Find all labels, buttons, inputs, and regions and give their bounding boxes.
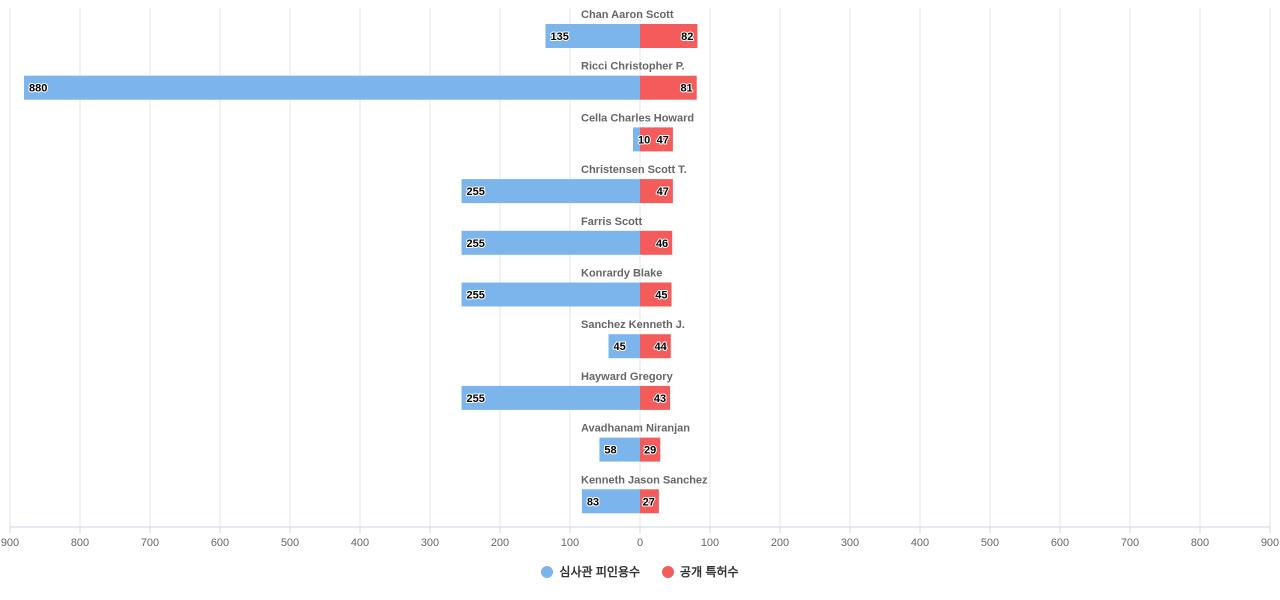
- bar-patents: [640, 230, 673, 255]
- bar-citations: [608, 334, 640, 359]
- x-tick-label: 800: [1191, 537, 1209, 549]
- x-tick-label: 300: [421, 537, 439, 549]
- category-label: Ricci Christopher P.: [581, 61, 685, 73]
- data-label-patents: 45: [655, 290, 667, 302]
- legend-label-patents: 공개 특허수: [680, 565, 739, 579]
- bar-patents: [640, 75, 697, 100]
- data-label-patents: 47: [657, 134, 669, 146]
- data-label-patents: 47: [657, 186, 669, 198]
- data-label-citations: 83: [587, 496, 599, 508]
- category-label: Farris Scott: [581, 216, 642, 228]
- legend: 심사관 피인용수 공개 특허수: [0, 563, 1280, 580]
- legend-label-citations: 심사관 피인용수: [559, 565, 641, 579]
- legend-item-citations[interactable]: 심사관 피인용수: [541, 563, 640, 580]
- bar-citations: [461, 385, 640, 410]
- bar-patents: [640, 385, 671, 410]
- category-label: Kenneth Jason Sanchez: [581, 474, 708, 486]
- x-tick-label: 0: [637, 537, 643, 549]
- legend-marker-patents: [662, 565, 675, 578]
- bars: [24, 24, 698, 514]
- data-label-citations: 135: [551, 31, 569, 43]
- data-label-patents: 82: [681, 31, 693, 43]
- x-tick-label: 900: [1, 537, 19, 549]
- data-label-citations: 10: [638, 134, 650, 146]
- x-tick-label: 200: [491, 537, 509, 549]
- category-label: Christensen Scott T.: [581, 164, 687, 176]
- x-tick-label: 600: [211, 537, 229, 549]
- category-label: Hayward Gregory: [581, 371, 674, 383]
- category-label: Cella Charles Howard: [581, 112, 694, 124]
- data-label-citations: 255: [467, 393, 485, 405]
- data-label-citations: 255: [467, 290, 485, 302]
- labels: Chan Aaron Scott 135 82 Ricci Christopher P…: [28, 9, 708, 509]
- data-label-citations: 880: [29, 83, 47, 95]
- data-label-patents: 29: [644, 445, 656, 457]
- x-tick-label: 300: [841, 537, 859, 549]
- bar-patents: [640, 282, 672, 307]
- bar-citations: [545, 24, 640, 48]
- data-label-citations: 255: [467, 238, 485, 250]
- bar-citations: [24, 75, 640, 100]
- legend-marker-citations: [541, 565, 554, 578]
- bar-citations: [581, 489, 640, 514]
- x-tick-label: 600: [1051, 537, 1069, 549]
- x-tick-label: 700: [1121, 537, 1139, 549]
- x-tick-label: 500: [281, 537, 299, 549]
- category-label: Konrardy Blake: [581, 268, 662, 280]
- data-label-patents: 27: [643, 496, 655, 508]
- data-label-citations: 58: [604, 445, 616, 457]
- x-tick-label: 100: [561, 537, 579, 549]
- data-label-patents: 43: [654, 393, 666, 405]
- x-tick-label: 800: [71, 537, 89, 549]
- data-label-patents: 44: [655, 341, 668, 353]
- x-tick-label: 400: [351, 537, 369, 549]
- bar-patents: [640, 437, 661, 462]
- data-label-citations: 45: [614, 341, 626, 353]
- bar-patents: [640, 179, 673, 204]
- category-label: Avadhanam Niranjan: [581, 423, 690, 435]
- bar-patents: [640, 127, 673, 152]
- category-label: Chan Aaron Scott: [581, 9, 674, 21]
- x-tick-label: 700: [141, 537, 159, 549]
- data-label-patents: 81: [680, 83, 692, 95]
- bar-citations: [461, 179, 640, 204]
- diverging-bar-chart: Chan Aaron Scott 135 82 Ricci Christopher P…: [1, 8, 1279, 549]
- x-tick-label: 500: [981, 537, 999, 549]
- bar-patents: [640, 24, 698, 48]
- x-tick-label: 900: [1261, 537, 1279, 549]
- bar-citations: [633, 127, 640, 152]
- bar-citations: [599, 437, 640, 462]
- bar-patents: [640, 334, 671, 359]
- legend-item-patents[interactable]: 공개 특허수: [662, 563, 739, 580]
- bar-citations: [461, 230, 640, 255]
- category-label: Sanchez Kenneth J.: [581, 319, 685, 331]
- bar-patents: [640, 489, 659, 514]
- data-label-patents: 46: [656, 238, 668, 250]
- x-tick-label: 200: [771, 537, 789, 549]
- x-tick-label: 400: [911, 537, 929, 549]
- x-tick-label: 100: [701, 537, 719, 549]
- data-label-citations: 255: [467, 186, 485, 198]
- bar-citations: [461, 282, 640, 307]
- x-axis: 900 800 700 600 500 400 300 200 100 0 100 200 300 400…: [1, 526, 1279, 549]
